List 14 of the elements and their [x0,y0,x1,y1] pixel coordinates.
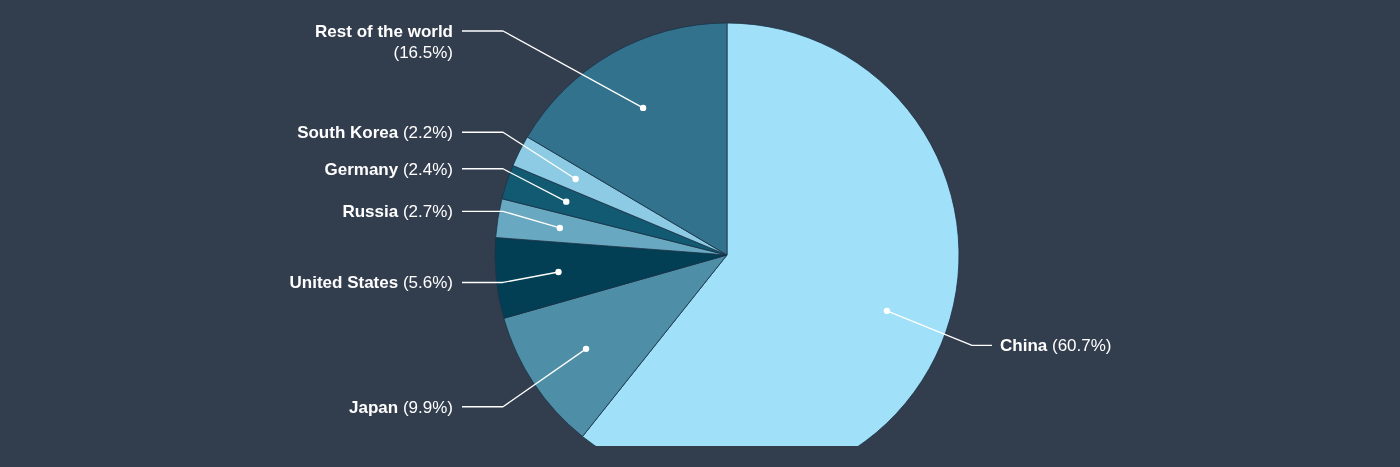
data-label: (16.5%) [393,43,453,63]
data-label: (60.7%) [1051,336,1112,356]
data-label: (5.6%) [402,273,453,293]
slice-label: Russia [342,202,403,222]
slice-label: United States [289,273,403,293]
data-label: (2.7%) [402,202,453,222]
slice-label: Germany [324,159,403,179]
data-label: (9.9%) [402,397,453,417]
data-label: (2.4%) [402,159,453,179]
data-label: (2.2%) [402,123,453,143]
slice-label: South Korea [297,123,403,143]
slice-label: China [1000,336,1052,356]
slice-label: Japan [349,397,403,417]
slice-label: Rest of the world [315,21,453,41]
